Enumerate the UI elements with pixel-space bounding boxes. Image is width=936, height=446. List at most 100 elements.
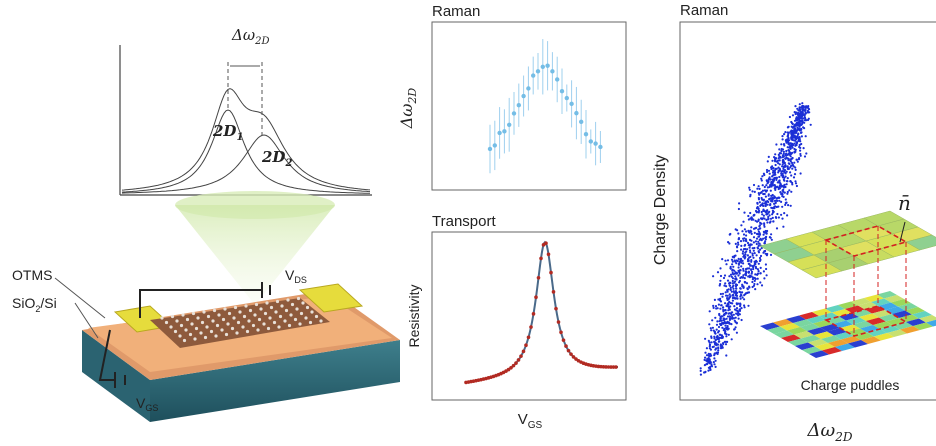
scatter-point	[801, 135, 803, 137]
scatter-point	[783, 160, 785, 162]
scatter-point	[776, 200, 778, 202]
transport-point	[527, 335, 531, 339]
scatter-point	[743, 212, 745, 214]
scatter-point	[770, 218, 772, 220]
lattice-atom	[285, 309, 288, 312]
transport-point	[559, 330, 563, 334]
scatter-point	[805, 107, 807, 109]
scatter-point	[754, 280, 756, 282]
scatter-point	[774, 153, 776, 155]
scatter-point	[719, 308, 721, 310]
scatter-point	[798, 158, 800, 160]
scatter-point	[724, 325, 726, 327]
scatter-point	[708, 355, 710, 357]
scatter-point	[721, 258, 723, 260]
scatter-point	[758, 251, 760, 253]
scatter-point	[717, 347, 719, 349]
scatter-point	[781, 135, 783, 137]
scatter-point	[782, 191, 784, 193]
scatter-point	[777, 181, 779, 183]
scatter-point	[803, 147, 805, 149]
lattice-atom	[231, 327, 234, 330]
scatter-point	[710, 349, 712, 351]
scatter-point	[749, 189, 751, 191]
scatter-point	[755, 240, 757, 242]
lattice-atom	[160, 316, 163, 319]
scatter-point	[765, 213, 767, 215]
scatter-point	[765, 184, 767, 186]
scatter-point	[747, 305, 749, 307]
scatter-point	[776, 197, 778, 199]
scatter-point	[773, 211, 775, 213]
scatter-point	[779, 163, 781, 165]
scatter-point	[791, 126, 793, 128]
scatter-point	[736, 246, 738, 248]
scatter-point	[725, 291, 727, 293]
lattice-atom	[249, 309, 252, 312]
lattice-atom	[300, 312, 303, 315]
scatter-point	[783, 133, 785, 135]
scatter-point	[793, 151, 795, 153]
scatter-point	[725, 335, 727, 337]
scatter-point	[784, 171, 786, 173]
scatter-point	[790, 174, 792, 176]
scatter-point	[727, 325, 729, 327]
lattice-atom	[288, 324, 291, 327]
scatter-point	[788, 162, 790, 164]
scatter-point	[724, 331, 726, 333]
scatter-point	[750, 269, 752, 271]
scatter-point	[762, 252, 764, 254]
scatter-point	[790, 205, 792, 207]
scatter-point	[739, 305, 741, 307]
scatter-point	[763, 222, 765, 224]
scatter-point	[704, 352, 706, 354]
scatter-point	[783, 186, 785, 188]
scatter-point	[781, 206, 783, 208]
lattice-atom	[265, 301, 268, 304]
scatter-point	[771, 239, 773, 241]
scatter-point	[747, 267, 749, 269]
scatter-point	[740, 240, 742, 242]
scatter-point	[759, 257, 761, 259]
scatter-point	[716, 324, 718, 326]
scatter-point	[759, 188, 761, 190]
scatter-point	[723, 328, 725, 330]
scatter-point	[758, 208, 760, 210]
scatter-point	[757, 220, 759, 222]
lattice-atom	[199, 331, 202, 334]
scatter-point	[774, 173, 776, 175]
scatter-point	[739, 269, 741, 271]
scatter-point	[799, 114, 801, 116]
scatter-point	[787, 177, 789, 179]
scatter-point	[804, 118, 806, 120]
scatter-point	[709, 360, 711, 362]
scatter-point	[756, 238, 758, 240]
raman-point	[497, 131, 501, 135]
scatter-point	[732, 300, 734, 302]
scatter-point	[754, 288, 756, 290]
lattice-atom	[291, 303, 294, 306]
lattice-atom	[277, 325, 280, 328]
scatter-point	[758, 198, 760, 200]
scatter-point	[734, 280, 736, 282]
scatter-point	[751, 219, 753, 221]
scatter-point	[757, 203, 759, 205]
scatter-point	[761, 239, 763, 241]
scatter-point	[790, 147, 792, 149]
lattice-atom	[226, 322, 229, 325]
scatter-point	[726, 328, 728, 330]
scatter-point	[712, 327, 714, 329]
scatter-point	[778, 148, 780, 150]
scatter-point	[739, 295, 741, 297]
scatter-point	[748, 286, 750, 288]
scatter-point	[771, 213, 773, 215]
lattice-atom	[174, 330, 177, 333]
peak1-label: 2D1	[212, 122, 243, 143]
scatter-point	[796, 142, 798, 144]
scatter-point	[765, 219, 767, 221]
scatter-point	[791, 152, 793, 154]
scatter-point	[751, 253, 753, 255]
lattice-atom	[192, 312, 195, 315]
scatter-point	[767, 218, 769, 220]
lattice-atom	[193, 337, 196, 340]
